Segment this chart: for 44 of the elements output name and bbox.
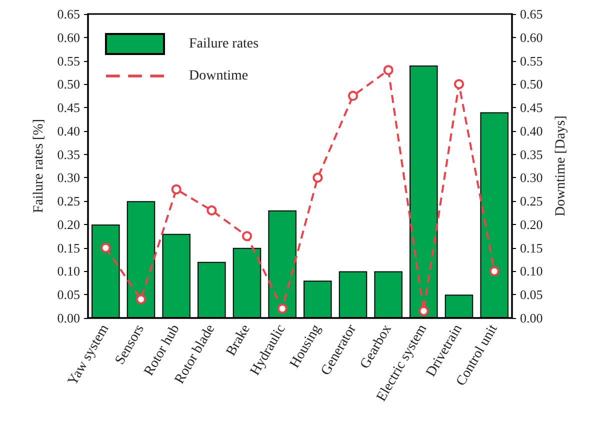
y-tick-label: 0.45	[57, 100, 80, 116]
point	[383, 65, 394, 76]
y2-tick-label: 0.60	[520, 30, 543, 45]
point	[312, 172, 323, 183]
y-tick-label: 0.50	[57, 76, 80, 92]
y-tick-label: 0.10	[57, 264, 80, 279]
y2-tick-label: 0.10	[520, 264, 543, 279]
y2-tick-label: 0.45	[520, 100, 543, 116]
y-tick-label: 0.25	[57, 194, 80, 209]
y2-tick-label: 0.35	[520, 146, 543, 162]
y2-tick-label: 0.55	[520, 53, 543, 68]
y2-tick-label: 0.15	[520, 240, 543, 256]
y-tick-label: 0.40	[57, 123, 80, 138]
y-tick-label: 0.20	[57, 216, 80, 232]
point	[171, 184, 182, 194]
y2-tick-label: 0.25	[520, 194, 543, 209]
y-tick-label: 0.30	[57, 170, 80, 186]
y-axis-title: Failure rates [%]	[32, 118, 46, 214]
y2-tick-label: 0.20	[520, 216, 543, 232]
point	[100, 242, 111, 253]
y-tick-label: 0.05	[57, 287, 80, 302]
legend-label: Downtime	[189, 68, 248, 84]
y2-tick-label: 0.40	[520, 123, 543, 138]
y2-tick-label: 0.50	[520, 76, 543, 92]
point	[277, 304, 288, 314]
y-tick-label: 0.15	[57, 240, 80, 256]
y2-tick-label: 0.30	[520, 170, 543, 186]
y2-tick-label: 0.00	[520, 310, 543, 326]
y2-tick-label: 0.05	[520, 287, 543, 302]
point	[489, 266, 500, 276]
y2-axis-title: Downtime [Days]	[554, 116, 568, 216]
y-tick-label: 0.55	[57, 53, 80, 68]
y-tick-label: 0.00	[57, 310, 80, 326]
point	[418, 306, 429, 316]
y-tick-label: 0.60	[57, 30, 80, 45]
point	[242, 231, 252, 242]
point	[454, 79, 464, 90]
point	[136, 294, 146, 304]
y2-tick-label: 0.65	[520, 6, 543, 22]
point	[206, 205, 217, 216]
legend-label: Failure rates	[189, 36, 259, 52]
y-tick-label: 0.65	[57, 6, 80, 22]
point	[348, 90, 358, 101]
y-tick-label: 0.35	[57, 146, 80, 162]
